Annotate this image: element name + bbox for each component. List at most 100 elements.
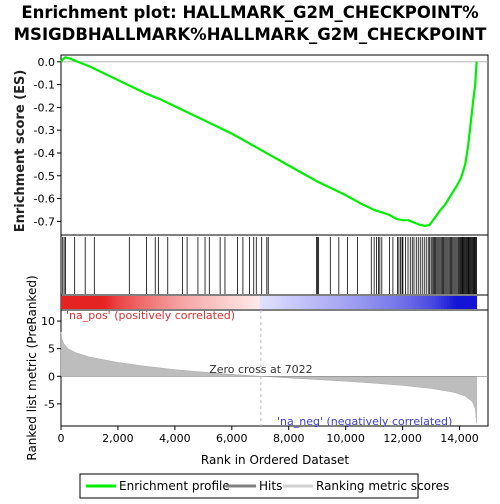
- heatmap-cell: [108, 296, 112, 309]
- heatmap-cell: [203, 296, 207, 309]
- x-tick-label: 4,000: [159, 432, 191, 445]
- heatmap-cell: [354, 296, 359, 309]
- heatmap-cell: [126, 296, 130, 309]
- heatmap-cell: [313, 296, 317, 309]
- heatmap-cell: [271, 296, 276, 309]
- heatmap-cell: [63, 296, 68, 309]
- heatmap-cell: [470, 296, 475, 309]
- heatmap-cell: [120, 296, 124, 309]
- heatmap-cell: [399, 296, 403, 309]
- heatmap-cell: [176, 296, 181, 309]
- heatmap-cell: [153, 296, 157, 309]
- ranking-metric-group: [60, 310, 488, 426]
- heatmap-cell: [248, 296, 252, 309]
- heatmap-cell: [414, 296, 418, 309]
- heatmap-cell: [191, 296, 195, 309]
- heatmap-cell: [230, 296, 234, 309]
- heatmap-cell: [432, 296, 436, 309]
- heatmap-cell: [150, 296, 154, 309]
- heatmap-cell: [467, 296, 472, 309]
- es-y-axis: 0.0 -0.1 -0.2 -0.3 -0.4 -0.5 -0.6 -0.7: [34, 56, 61, 228]
- x-tick-label: 8,000: [273, 432, 305, 445]
- es-y-axis-label: Enrichment score (ES): [13, 70, 28, 233]
- x-axis-label: Rank in Ordered Dataset: [201, 453, 349, 467]
- heatmap-cell: [366, 296, 371, 309]
- heatmap-cell: [322, 296, 326, 309]
- heatmap-cell: [423, 296, 427, 309]
- es-ytick-label: 0.0: [38, 56, 56, 69]
- heatmap-cell: [298, 296, 302, 309]
- rank-heatmap-bar: [61, 296, 478, 309]
- metric-ytick-label: 5: [48, 343, 55, 356]
- hit-markers: [62, 237, 478, 294]
- es-ytick-label: -0.5: [34, 170, 55, 183]
- heatmap-cell: [233, 296, 237, 309]
- heatmap-cell: [215, 296, 219, 309]
- heatmap-cell: [84, 296, 89, 309]
- heatmap-cell: [147, 296, 151, 309]
- ranking-metric-area: [60, 332, 477, 424]
- heatmap-cell: [426, 296, 430, 309]
- legend-label-hits: Hits: [259, 479, 282, 493]
- heatmap-cell: [440, 296, 445, 309]
- heatmap-cell: [473, 296, 478, 309]
- heatmap-cell: [99, 296, 103, 309]
- heatmap-cell: [72, 296, 77, 309]
- pos-correlated-label: 'na_pos' (positively correlated): [66, 309, 235, 322]
- heatmap-cell: [265, 296, 270, 309]
- legend-label-metric: Ranking metric scores: [316, 479, 449, 493]
- heatmap-cell: [61, 296, 65, 309]
- heatmap-cell: [280, 296, 285, 309]
- es-ytick-label: -0.1: [34, 79, 55, 92]
- heatmap-cell: [188, 296, 193, 309]
- heatmap-cell: [209, 296, 213, 309]
- heatmap-cell: [224, 296, 228, 309]
- heatmap-cell: [161, 296, 166, 309]
- heatmap-cell: [286, 296, 290, 309]
- heatmap-cell: [96, 296, 100, 309]
- heatmap-cell: [357, 296, 362, 309]
- heatmap-cell: [307, 296, 311, 309]
- heatmap-cell: [78, 296, 83, 309]
- heatmap-cell: [289, 296, 293, 309]
- heatmap-cell: [158, 296, 163, 309]
- x-tick-label: 12,000: [383, 432, 422, 445]
- heatmap-cell: [105, 296, 109, 309]
- heatmap-cell: [170, 296, 175, 309]
- heatmap-cell: [372, 296, 377, 309]
- enrichment-profile-line: [60, 56, 478, 227]
- heatmap-cell: [268, 296, 273, 309]
- heatmap-cell: [164, 296, 169, 309]
- heatmap-cell: [256, 296, 261, 309]
- x-tick-label: 10,000: [326, 432, 365, 445]
- heatmap-cell: [262, 296, 267, 309]
- heatmap-cell: [348, 296, 353, 309]
- heatmap-cell: [455, 296, 460, 309]
- heatmap-cell: [446, 296, 451, 309]
- heatmap-cell: [141, 296, 145, 309]
- heatmap-cell: [464, 296, 469, 309]
- heatmap-cell: [438, 296, 442, 309]
- heatmap-cell: [343, 296, 347, 309]
- x-tick-label: 2,000: [102, 432, 134, 445]
- heatmap-cell: [292, 296, 296, 309]
- heatmap-cell: [449, 296, 454, 309]
- heatmap-cell: [155, 296, 160, 309]
- heatmap-cell: [381, 296, 385, 309]
- heatmap-cell: [452, 296, 457, 309]
- es-ytick-label: -0.3: [34, 124, 55, 137]
- heatmap-cell: [328, 296, 332, 309]
- heatmap-cell: [387, 296, 391, 309]
- heatmap-cell: [179, 296, 184, 309]
- heatmap-cell: [310, 296, 314, 309]
- heatmap-cell: [102, 296, 106, 309]
- heatmap-cell: [236, 296, 240, 309]
- chart-title-line2: MSIGDBHALLMARK%HALLMARK_G2M_CHECKPOINT: [14, 25, 487, 44]
- metric-ytick-label: 0: [48, 370, 55, 383]
- heatmap-cell: [274, 296, 279, 309]
- es-ytick-label: -0.4: [34, 147, 55, 160]
- es-line-group: [60, 56, 488, 227]
- heatmap-cell: [378, 296, 383, 309]
- heatmap-cell: [351, 296, 356, 309]
